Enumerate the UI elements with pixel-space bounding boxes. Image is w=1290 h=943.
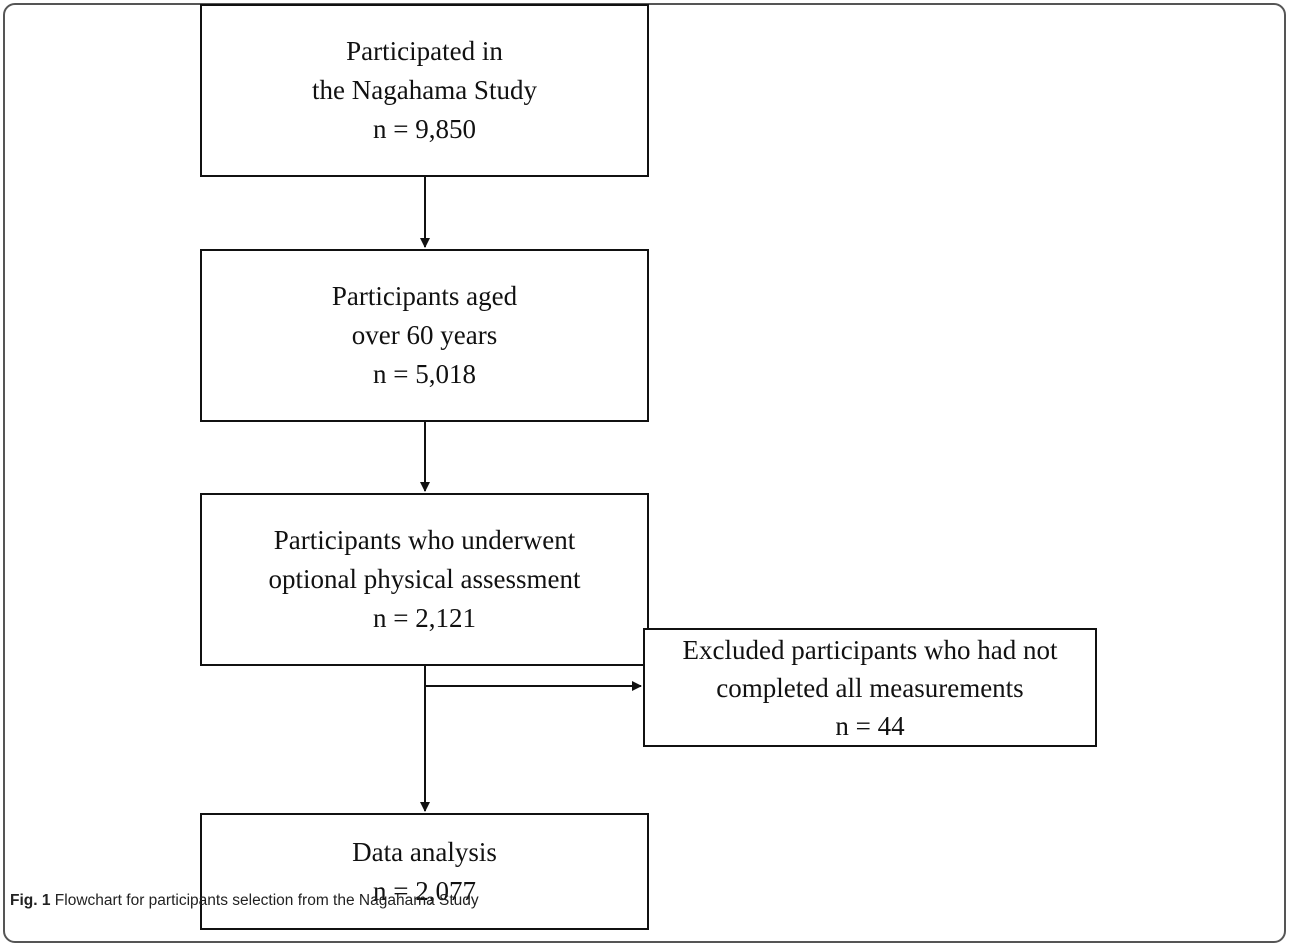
box-text-line: Excluded participants who had not [682,634,1058,665]
box-text-line: Participants who underwent [273,525,576,555]
aged-over-60-box: Participants aged over 60 years n = 5,01… [200,249,649,422]
excluded-box: Excluded participants who had not comple… [643,628,1097,747]
caption-label: Fig. 1 [10,892,51,909]
box-text-line: over 60 years [351,320,498,350]
box-count: n = 5,018 [373,359,476,389]
box-text-line: Participated in [346,36,503,66]
caption-text: Flowchart for participants selection fro… [54,892,479,909]
box-text-line: optional physical assessment [268,564,581,594]
box-count: n = 2,077 [373,875,476,906]
figure-caption: Fig. 1 Flowchart for participants select… [10,891,479,911]
box-text-line: Participants aged [331,281,518,311]
box-count: n = 9,850 [373,114,476,144]
box-text-line: the Nagahama Study [312,75,537,105]
box-count: n = 44 [835,710,905,741]
box-text-line: Data analysis [352,836,497,867]
box-text-line: completed all measurements [716,672,1024,703]
physical-assessment-box: Participants who underwent optional phys… [200,493,649,666]
participated-box: Participated in the Nagahama Study n = 9… [200,4,649,177]
data-analysis-box: Data analysis n = 2,077 [200,813,649,930]
box-count: n = 2,121 [373,603,476,633]
